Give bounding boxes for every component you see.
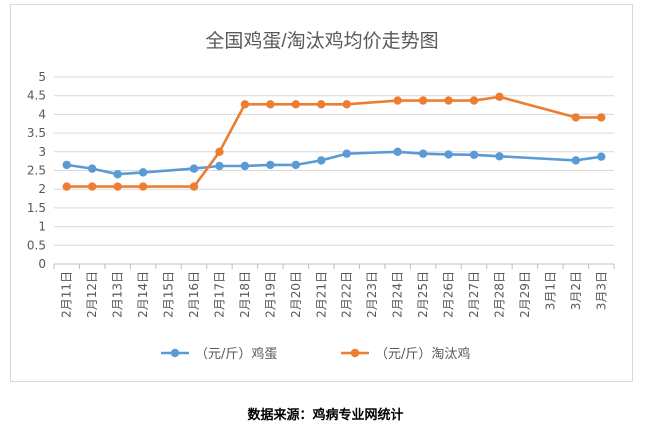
x-tick-label: 3月3日 bbox=[594, 271, 608, 310]
data-point bbox=[469, 150, 479, 159]
data-point bbox=[393, 96, 402, 105]
x-tick-label: 2月17日 bbox=[212, 271, 226, 318]
legend-marker-1 bbox=[350, 348, 360, 358]
data-point bbox=[418, 149, 428, 158]
data-point bbox=[444, 96, 453, 105]
y-tick-label: 4 bbox=[38, 107, 46, 121]
data-point bbox=[189, 164, 199, 173]
chart-title: 全国鸡蛋/淘汰鸡均价走势图 bbox=[205, 30, 438, 52]
y-tick-label: 3 bbox=[38, 145, 46, 159]
y-tick-label: 1.5 bbox=[27, 201, 46, 215]
data-point bbox=[62, 182, 71, 191]
x-tick-label: 2月23日 bbox=[365, 271, 379, 318]
data-point bbox=[317, 156, 326, 165]
data-point bbox=[342, 100, 351, 109]
x-tick-label: 2月11日 bbox=[60, 271, 74, 318]
x-tick-label: 2月15日 bbox=[162, 271, 176, 318]
data-point bbox=[317, 100, 326, 109]
x-tick-label: 2月13日 bbox=[111, 271, 125, 318]
x-tick-label: 2月25日 bbox=[416, 271, 430, 318]
data-point bbox=[571, 156, 581, 165]
data-point bbox=[215, 147, 224, 156]
data-point bbox=[87, 164, 97, 173]
source-note: 数据来源：鸡病专业网统计 bbox=[247, 408, 404, 423]
data-point bbox=[189, 182, 199, 191]
data-point bbox=[87, 182, 97, 191]
data-point bbox=[597, 152, 606, 161]
x-tick-label: 2月22日 bbox=[340, 271, 354, 318]
data-point bbox=[342, 149, 351, 158]
x-tick-label: 2月16日 bbox=[187, 271, 201, 318]
line-chart: 全国鸡蛋/淘汰鸡均价走势图 0 0.5 1 1.5 2 2.5 3 3.5 4 4.5 5 2月11日… bbox=[27, 30, 615, 362]
x-tick-label: 2月27日 bbox=[467, 271, 481, 318]
x-tick-label: 3月2日 bbox=[569, 271, 583, 310]
data-point bbox=[62, 160, 71, 170]
data-point bbox=[393, 147, 402, 156]
x-tick-label: 2月14日 bbox=[136, 271, 150, 318]
y-tick-label: 2 bbox=[38, 182, 46, 196]
x-tick-label: 2月24日 bbox=[391, 271, 405, 318]
data-point bbox=[495, 152, 504, 161]
x-tick-label: 3月1日 bbox=[543, 271, 557, 310]
y-tick-label: 5 bbox=[38, 70, 46, 84]
x-tick-label: 2月28日 bbox=[492, 271, 506, 318]
y-tick-label: 0.5 bbox=[27, 238, 46, 252]
data-point bbox=[113, 170, 122, 179]
data-point bbox=[266, 100, 275, 109]
data-point bbox=[291, 100, 301, 109]
legend-marker-0 bbox=[170, 348, 180, 358]
data-point bbox=[571, 113, 581, 122]
data-point bbox=[138, 182, 148, 191]
data-point bbox=[240, 100, 250, 109]
data-point bbox=[444, 150, 453, 159]
data-point bbox=[597, 113, 606, 122]
data-point bbox=[240, 161, 250, 171]
x-tick-label: 2月18日 bbox=[238, 271, 252, 318]
data-point bbox=[215, 161, 224, 171]
y-tick-label: 2.5 bbox=[27, 164, 46, 178]
x-tick-label: 2月29日 bbox=[518, 271, 532, 318]
chart-frame: 全国鸡蛋/淘汰鸡均价走势图 0 0.5 1 1.5 2 2.5 3 3.5 4 4.5 5 2月11日… bbox=[10, 4, 633, 382]
x-tick-label: 2月19日 bbox=[263, 271, 277, 318]
data-point bbox=[138, 168, 148, 177]
x-tick-label: 2月21日 bbox=[314, 271, 328, 318]
data-point bbox=[495, 92, 504, 102]
y-tick-label: 3.5 bbox=[27, 126, 46, 140]
data-point bbox=[418, 96, 428, 105]
series-line-1 bbox=[66, 95, 602, 188]
y-tick-label: 0 bbox=[38, 257, 46, 271]
legend-label-1: （元/斤）淘汰鸡 bbox=[375, 346, 470, 362]
x-tick-label: 2月26日 bbox=[442, 271, 456, 318]
y-tick-label: 4.5 bbox=[27, 89, 46, 103]
series-line-0 bbox=[66, 150, 602, 176]
x-tick-label: 2月12日 bbox=[85, 271, 99, 318]
data-point bbox=[291, 160, 301, 170]
y-tick-label: 1 bbox=[38, 220, 46, 234]
x-tick-label: 2月20日 bbox=[289, 271, 303, 318]
legend-label-0: （元/斤）鸡蛋 bbox=[195, 346, 277, 362]
data-point bbox=[469, 96, 479, 105]
data-point bbox=[266, 160, 275, 170]
data-point bbox=[113, 182, 122, 191]
